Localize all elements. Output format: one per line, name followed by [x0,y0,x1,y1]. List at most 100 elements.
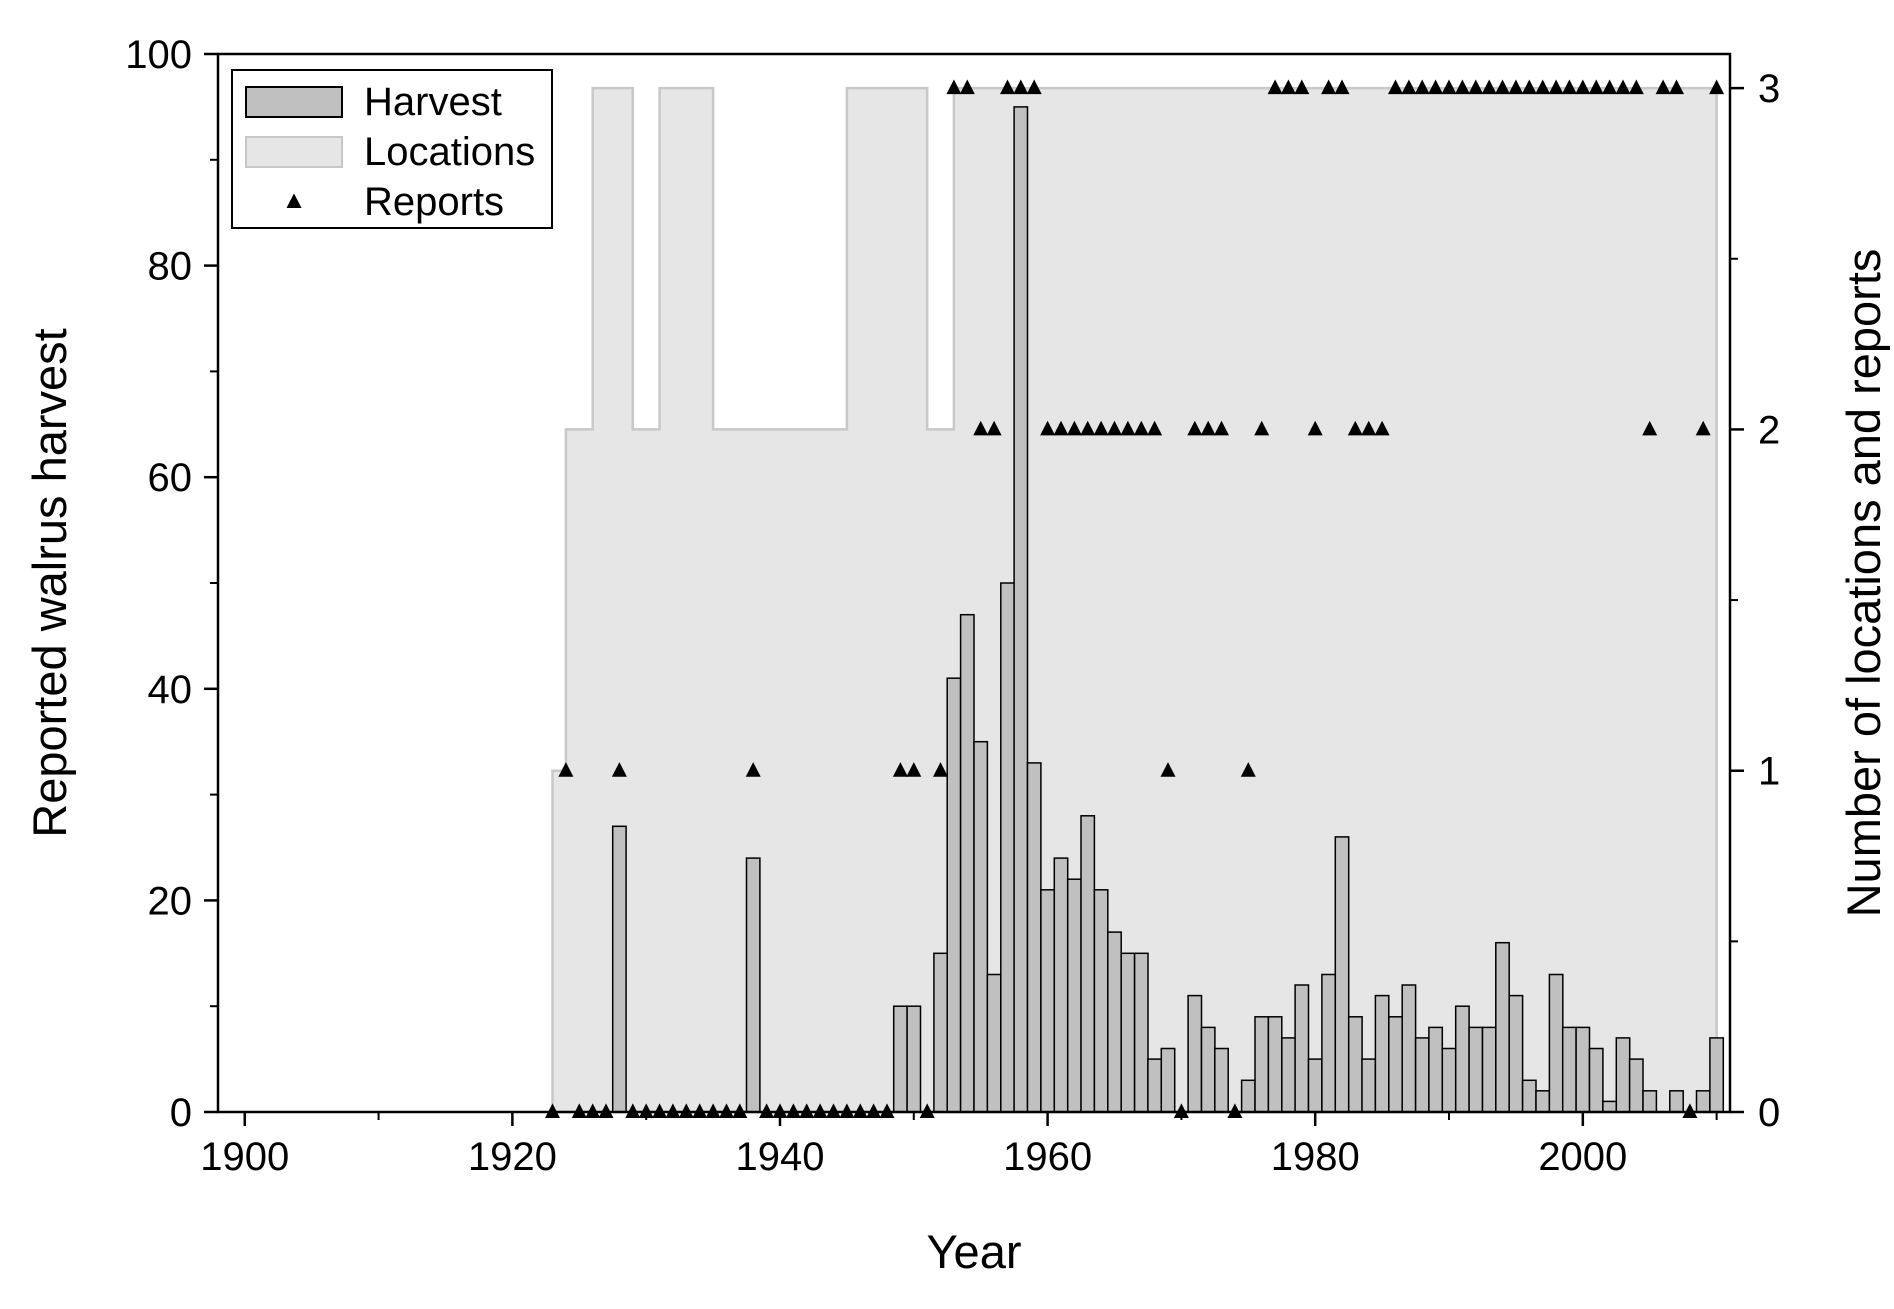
harvest-bar-1928 [611,825,627,1113]
report-marker-1964 [1093,420,1109,436]
report-marker-2007 [1669,79,1684,95]
harvest-bar-2000 [1575,1026,1591,1113]
x-tick-label-1960: 1960 [1003,1135,1092,1179]
report-marker-1996 [1521,79,1537,95]
y2-tick-label-3: 3 [1758,67,1780,111]
report-marker-1950 [906,762,922,777]
report-marker-1993 [1481,79,1497,95]
harvest-bar-1949 [892,1005,908,1113]
report-marker-1971 [1187,420,1203,436]
report-marker-1953 [946,79,962,95]
report-marker-1954 [959,79,975,95]
report-marker-1923 [545,1103,560,1118]
harvest-bar-1987 [1401,984,1417,1113]
report-marker-2005 [1642,420,1658,436]
report-marker-1999 [1561,79,1577,95]
report-marker-1959 [1026,79,1042,95]
report-marker-1940 [772,1103,788,1118]
report-marker-1926 [585,1103,601,1118]
report-marker-1930 [638,1103,654,1118]
legend: Harvest Locations Reports [231,69,553,229]
report-marker-1963 [1080,420,1096,436]
report-marker-1941 [785,1103,801,1118]
harvest-bar-1994 [1495,941,1510,1113]
harvest-bar-2003 [1615,1037,1631,1113]
report-marker-1969 [1160,762,1176,777]
report-marker-1986 [1388,79,1403,95]
report-marker-1932 [665,1103,681,1118]
report-marker-1929 [625,1103,641,1118]
legend-label-locations: Locations [364,130,535,174]
report-marker-1924 [558,762,574,777]
y2-tick-label-0: 0 [1758,1091,1780,1135]
report-marker-1994 [1495,79,1510,95]
locations-area [551,86,1718,1114]
report-marker-1937 [732,1103,748,1118]
report-marker-1958 [1013,79,1029,95]
report-marker-2006 [1655,79,1671,95]
harvest-bar-1956 [986,973,1002,1113]
reports-markers-layer [545,79,1725,1118]
harvest-bar-1938 [745,857,761,1113]
harvest-bar-1980 [1307,1058,1323,1113]
report-marker-1960 [1040,420,1056,436]
report-marker-1975 [1240,762,1256,777]
report-marker-2001 [1588,79,1604,95]
harvest-bar-1966 [1120,952,1136,1113]
report-marker-1973 [1214,420,1229,436]
report-marker-2002 [1602,79,1618,95]
report-marker-1927 [598,1103,614,1118]
harvest-bar-1998 [1548,973,1564,1113]
harvest-bar-1973 [1214,1047,1229,1113]
harvest-bar-1953 [946,677,962,1113]
harvest-bar-1995 [1508,994,1524,1113]
report-marker-1988 [1414,79,1430,95]
harvest-bar-1999 [1561,1026,1577,1113]
harvest-bar-1965 [1107,931,1122,1113]
report-marker-1979 [1294,79,1310,95]
report-marker-1984 [1361,420,1377,436]
x-tick-label-1920: 1920 [468,1135,557,1179]
report-marker-1995 [1508,79,1524,95]
report-marker-1985 [1374,420,1390,436]
report-marker-1983 [1347,420,1363,436]
report-marker-1980 [1307,420,1323,436]
harvest-bar-1977 [1267,1016,1283,1113]
harvest-bar-1972 [1200,1026,1216,1113]
report-marker-1948 [879,1103,895,1118]
report-marker-1997 [1535,79,1551,95]
report-marker-2003 [1615,79,1631,95]
x-tick-label-1980: 1980 [1271,1135,1360,1179]
report-marker-1987 [1401,79,1417,95]
report-marker-1951 [919,1103,935,1118]
y-tick-label-20: 20 [148,879,193,923]
harvest-bar-1993 [1481,1026,1497,1113]
report-marker-1974 [1227,1103,1243,1118]
harvest-bar-1984 [1361,1058,1377,1113]
harvest-bar-1958 [1013,106,1029,1113]
harvest-bar-2002 [1602,1100,1618,1113]
harvest-bar-1996 [1521,1079,1537,1113]
harvest-bar-2005 [1642,1090,1658,1113]
report-marker-1992 [1468,79,1484,95]
y2-tick-label-2: 2 [1758,408,1780,452]
report-marker-1925 [571,1103,587,1118]
report-marker-1968 [1147,420,1163,436]
harvest-bar-1992 [1468,1026,1484,1113]
y-axis-title: Reported walrus harvest [23,328,76,837]
report-marker-1939 [759,1103,775,1118]
report-marker-1933 [678,1103,694,1118]
legend-swatch-reports [286,193,302,208]
harvest-bar-1950 [906,1005,922,1113]
report-marker-1956 [986,420,1002,436]
report-marker-1943 [812,1103,828,1118]
harvest-bar-1962 [1066,878,1082,1113]
harvest-bar-1969 [1160,1047,1176,1113]
report-marker-1961 [1053,420,1069,436]
y-tick-label-60: 60 [148,456,193,500]
harvest-bar-1983 [1347,1016,1363,1113]
harvest-bar-1960 [1040,889,1056,1113]
y2-tick-label-1: 1 [1758,750,1780,794]
report-marker-1978 [1280,79,1296,95]
legend-swatch-locations [245,136,343,168]
